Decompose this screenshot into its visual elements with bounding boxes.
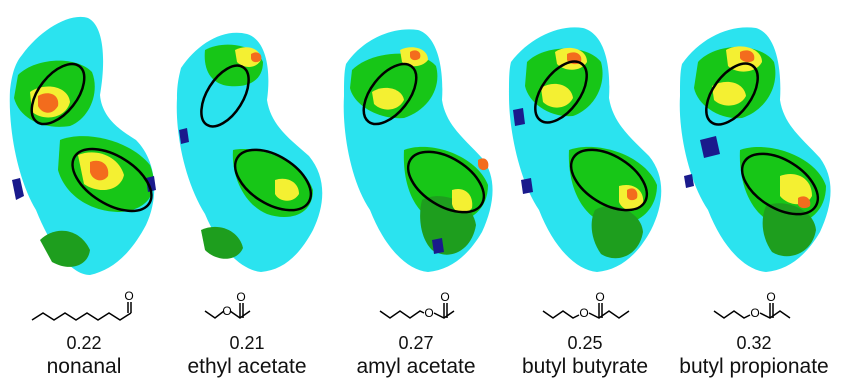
- oxygen-label: O: [440, 290, 449, 304]
- odorant-name: amyl acetate: [356, 355, 476, 378]
- map-hole: [684, 174, 694, 188]
- map-peak-region: [478, 158, 489, 171]
- panel-amyl-acetate: O O 0.27 amyl acetate: [332, 0, 500, 387]
- ethyl-acetate-structure: [204, 303, 251, 319]
- value-label: 0.21: [229, 333, 265, 353]
- map-hole: [432, 238, 444, 254]
- oxygen-label: O: [222, 304, 231, 318]
- upper-ellipse: [705, 62, 759, 126]
- odorant-name: butyl butyrate: [521, 355, 649, 378]
- upper-ellipse: [534, 60, 588, 124]
- lower-ellipse: [740, 152, 820, 216]
- activity-map: O: [9, 16, 156, 321]
- value-label: 0.32: [736, 333, 772, 353]
- value-label: 0.27: [398, 333, 434, 353]
- map-hole: [513, 108, 525, 126]
- lower-ellipse: [71, 147, 153, 213]
- nonanal-structure: [31, 302, 132, 321]
- map-peak-region: [410, 50, 421, 61]
- map-mid-region: [201, 226, 243, 259]
- butyl-propionate-structure: [713, 303, 791, 319]
- activity-map: O O: [343, 29, 493, 320]
- oxygen-label: O: [236, 290, 245, 304]
- oxygen-label: O: [124, 289, 133, 303]
- map-high-region: [372, 87, 404, 110]
- oxygen-label: O: [595, 290, 604, 304]
- map-high-region: [541, 83, 573, 108]
- map-hole: [700, 136, 720, 158]
- map-high-region: [275, 178, 299, 201]
- map-high-region: [235, 47, 261, 67]
- map-peak-region: [627, 188, 638, 201]
- map-hole: [12, 178, 24, 200]
- map-high-region: [712, 81, 746, 106]
- map-hole: [146, 176, 156, 192]
- map-peak-region: [251, 52, 262, 63]
- lower-ellipse: [569, 148, 649, 212]
- map-mid-region: [40, 230, 90, 267]
- map-peak-region: [798, 196, 811, 209]
- odorant-name: ethyl acetate: [187, 355, 307, 378]
- butyl-butyrate-structure: [542, 303, 630, 319]
- activity-map: O O: [509, 27, 662, 320]
- panel-butyl-butyrate: O O 0.25 butyl butyrate: [501, 0, 669, 387]
- upper-ellipse: [200, 64, 250, 128]
- map-mid-region: [591, 206, 643, 259]
- amyl-acetate-structure: [379, 303, 455, 319]
- oxygen-label: O: [424, 306, 433, 320]
- value-label: 0.22: [66, 333, 102, 353]
- oxygen-label: O: [579, 306, 588, 320]
- activity-map: O O: [679, 27, 831, 320]
- panel-ethyl-acetate: O O 0.21 ethyl acetate: [163, 0, 331, 387]
- odorant-name: butyl propionate: [679, 355, 829, 378]
- upper-ellipse: [362, 62, 418, 126]
- oxygen-label: O: [766, 290, 775, 304]
- map-peak-region: [38, 93, 59, 113]
- value-label: 0.25: [567, 333, 603, 353]
- map-high-region: [452, 188, 473, 213]
- map-peak-region: [740, 50, 755, 63]
- map-hole: [521, 178, 533, 194]
- panel-nonanal: O 0.22 nonanal: [0, 0, 168, 387]
- odorant-name: nonanal: [46, 355, 122, 378]
- activity-map: O O: [176, 32, 323, 319]
- panel-butyl-propionate: O O 0.32 butyl propionate: [670, 0, 838, 387]
- map-peak-region: [90, 160, 109, 181]
- upper-ellipse: [30, 62, 86, 126]
- map-hole: [179, 128, 189, 144]
- lower-ellipse: [406, 150, 486, 214]
- lower-ellipse: [233, 148, 313, 212]
- map-mid-region: [762, 203, 816, 257]
- oxygen-label: O: [750, 306, 759, 320]
